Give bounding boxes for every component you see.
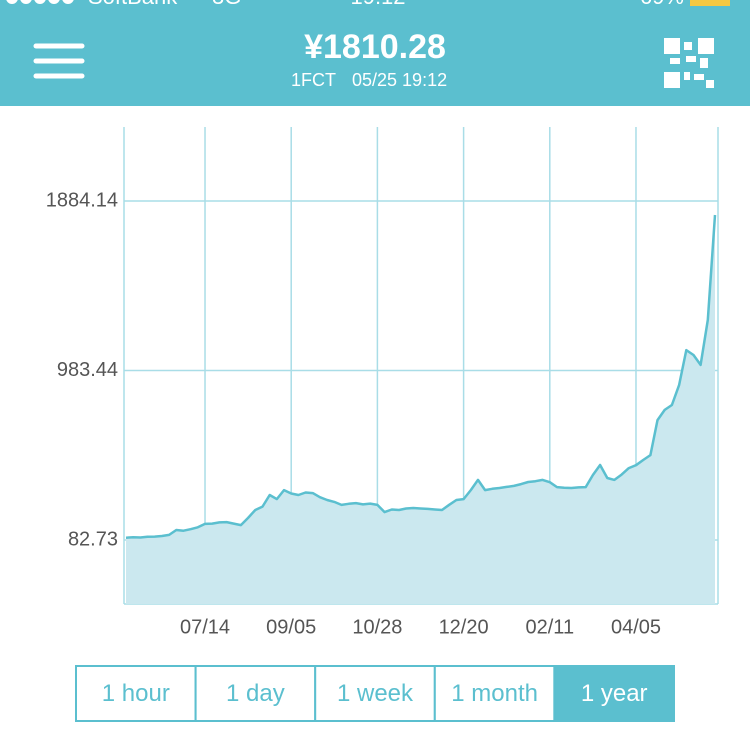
area <box>126 215 715 604</box>
period-label[interactable]: 1 year <box>581 680 648 707</box>
period-button[interactable] <box>75 665 197 722</box>
y-tick-label: 983.44 <box>57 359 118 381</box>
period-label[interactable]: 1 day <box>226 680 285 707</box>
period-button[interactable] <box>433 665 556 722</box>
x-tick-label: 10/28 <box>352 616 402 638</box>
period-label[interactable]: 1 week <box>337 680 414 707</box>
period-button[interactable] <box>553 665 676 722</box>
symbol: 1FCT <box>291 70 336 90</box>
chart: 82.73 983.44 1884.14 07/14 09/05 10/28 12/20 02… <box>46 127 719 638</box>
x-tick-label: 07/14 <box>180 616 230 638</box>
x-tick-label: 02/11 <box>526 616 575 638</box>
period-button[interactable] <box>194 665 317 722</box>
y-tick-label: 82.73 <box>68 528 118 550</box>
x-tick-label: 09/05 <box>266 616 316 638</box>
x-tick-label: 12/20 <box>439 616 489 638</box>
period-selector: 1 hour 1 day 1 week 1 month 1 year <box>75 665 676 722</box>
battery-level: 69% <box>640 0 684 9</box>
carrier: SoftBank <box>88 0 178 9</box>
battery-icon <box>690 0 730 6</box>
network: 3G <box>212 0 241 9</box>
qr-button[interactable] <box>664 38 714 88</box>
x-tick-label: 04/05 <box>611 616 661 638</box>
price-line <box>125 214 717 539</box>
header-bar <box>0 0 750 106</box>
menu-button[interactable] <box>33 43 85 79</box>
signal-dots <box>6 0 74 4</box>
y-tick-label: 1884.14 <box>46 189 118 211</box>
price: ¥1810.28 <box>304 28 446 66</box>
period-label[interactable]: 1 month <box>451 680 538 707</box>
timestamp: 05/25 19:12 <box>352 70 447 90</box>
clock: 19:12 <box>350 0 405 9</box>
period-label[interactable]: 1 hour <box>102 680 170 707</box>
